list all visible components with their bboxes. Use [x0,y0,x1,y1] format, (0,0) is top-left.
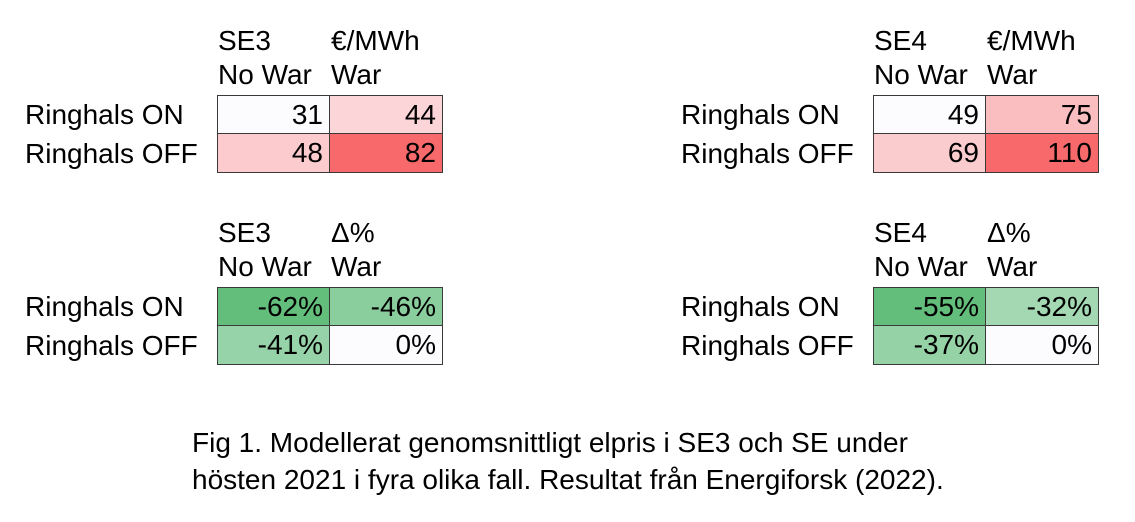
heatmap-grid: -55% -32% -37% 0% [873,287,1099,365]
row-header-ringhals-off: Ringhals OFF [681,138,854,169]
value-cell: -62% [218,288,330,326]
table-region-label: SE3 [218,217,271,248]
table-region-label: SE3 [218,25,271,56]
table-unit-label: Δ% [331,217,375,248]
table-block-se3-delta: SE3 Δ% No War War Ringhals ON Ringhals O… [0,192,470,374]
row-header-ringhals-on: Ringhals ON [25,99,184,130]
heatmap-grid: -62% -46% -41% 0% [217,287,443,365]
heatmap-grid: 31 44 48 82 [217,95,443,173]
row-header-ringhals-on: Ringhals ON [681,99,840,130]
column-header-war: War [987,59,1038,90]
column-header-no-war: No War [218,251,312,282]
column-header-no-war: No War [218,59,312,90]
table-block-se3-price: SE3 €/MWh No War War Ringhals ON Ringhal… [0,0,470,182]
row-header-ringhals-on: Ringhals ON [25,291,184,322]
table-block-se4-price: SE4 €/MWh No War War Ringhals ON Ringhal… [656,0,1126,182]
column-header-no-war: No War [874,59,968,90]
table-unit-label: €/MWh [987,25,1076,56]
value-cell: -55% [874,288,986,326]
value-cell: -32% [986,288,1098,326]
figure-caption-line-2: hösten 2021 i fyra olika fall. Resultat … [192,464,944,495]
row-header-ringhals-off: Ringhals OFF [681,330,854,361]
table-region-label: SE4 [874,217,927,248]
table-block-se4-delta: SE4 Δ% No War War Ringhals ON Ringhals O… [656,192,1126,374]
value-cell: 75 [986,96,1098,134]
value-cell: 49 [874,96,986,134]
column-header-war: War [987,251,1038,282]
row-header-ringhals-off: Ringhals OFF [25,138,198,169]
row-header-ringhals-off: Ringhals OFF [25,330,198,361]
value-cell: -41% [218,326,330,364]
heatmap-grid: 49 75 69 110 [873,95,1099,173]
value-cell: 44 [330,96,442,134]
table-unit-label: Δ% [987,217,1031,248]
figure-caption-line-1: Fig 1. Modellerat genomsnittligt elpris … [192,427,908,458]
column-header-no-war: No War [874,251,968,282]
column-header-war: War [331,59,382,90]
value-cell: 48 [218,134,330,172]
column-header-war: War [331,251,382,282]
value-cell: 31 [218,96,330,134]
value-cell: -37% [874,326,986,364]
value-cell: 82 [330,134,442,172]
row-header-ringhals-on: Ringhals ON [681,291,840,322]
table-region-label: SE4 [874,25,927,56]
value-cell: -46% [330,288,442,326]
table-unit-label: €/MWh [331,25,420,56]
value-cell: 110 [986,134,1098,172]
value-cell: 0% [330,326,442,364]
figure-caption: Fig 1. Modellerat genomsnittligt elpris … [192,424,944,498]
value-cell: 69 [874,134,986,172]
value-cell: 0% [986,326,1098,364]
